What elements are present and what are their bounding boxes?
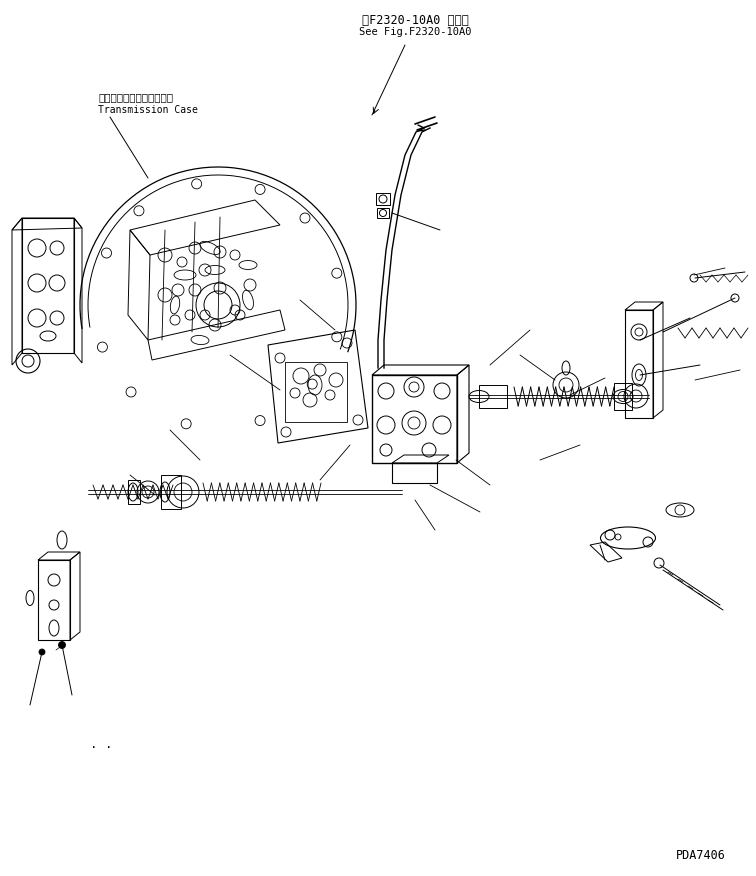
Bar [392,463,437,483]
Bar [625,310,653,418]
Bar [161,475,181,509]
Bar [38,560,70,640]
Text: 第F2320-10A0 図参照: 第F2320-10A0 図参照 [361,14,469,27]
Bar [128,480,140,504]
Text: Transmission Case: Transmission Case [98,105,198,115]
Bar [376,193,390,205]
Bar [372,375,457,463]
Text: See Fig.F2320-10A0: See Fig.F2320-10A0 [359,27,471,37]
Bar [22,218,74,353]
Bar [479,385,507,408]
Bar [377,208,389,218]
Circle shape [58,641,66,648]
Bar [285,362,347,422]
Text: トランスミッションケース: トランスミッションケース [98,92,173,102]
Text: . .: . . [90,738,113,751]
Text: PDA7406: PDA7406 [676,849,726,862]
Circle shape [39,649,45,655]
Bar [614,383,632,410]
